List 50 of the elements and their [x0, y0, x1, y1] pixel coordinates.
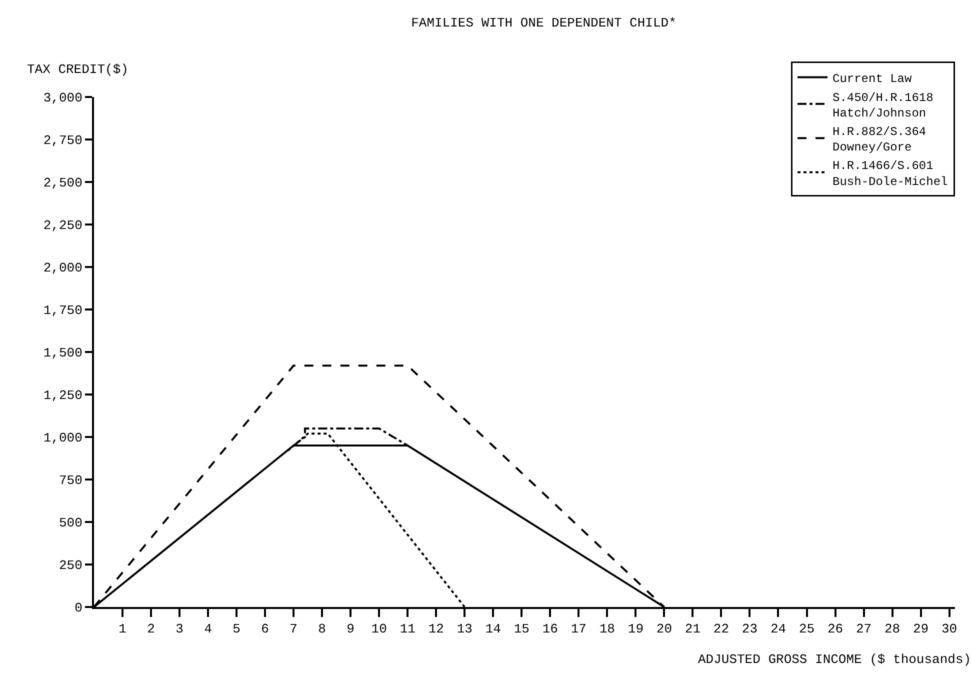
x-tick-label: 20: [656, 622, 672, 637]
y-tick-label: 2,500: [43, 176, 82, 191]
x-tick-label: 21: [684, 622, 701, 637]
x-tick-label: 26: [827, 622, 844, 637]
x-tick-label: 25: [798, 622, 815, 637]
x-tick-label: 9: [346, 622, 354, 637]
x-tick-label: 23: [742, 622, 758, 637]
x-axis-title: ADJUSTED GROSS INCOME ($ thousands): [698, 652, 971, 667]
x-tick-label: 29: [912, 622, 929, 637]
y-tick-label: 250: [58, 558, 82, 574]
x-tick-label: 30: [941, 622, 958, 637]
y-tick-label: 1,750: [43, 303, 82, 318]
y-tick-label: 750: [58, 473, 82, 488]
x-tick-label: 3: [176, 622, 184, 637]
x-tick-label: 2: [147, 622, 155, 637]
x-tick-label: 19: [628, 622, 644, 637]
x-tick-label: 22: [713, 622, 730, 637]
legend-label: H.R.882/S.364 Downey/Gore: [832, 124, 926, 155]
x-tick-label: 14: [485, 622, 502, 637]
x-tick-label: 13: [456, 622, 472, 637]
x-tick-label: 6: [261, 622, 269, 637]
x-tick-label: 5: [232, 622, 240, 637]
x-tick-label: 27: [856, 622, 872, 637]
x-tick-label: 1: [118, 622, 127, 637]
y-tick-label: 0: [74, 600, 82, 616]
legend-label: Current Law: [832, 72, 913, 86]
x-tick-label: 12: [428, 622, 444, 637]
y-tick-label: 1,000: [43, 430, 82, 446]
x-tick-label: 7: [290, 622, 298, 637]
y-tick-label: 3,000: [43, 90, 82, 106]
y-axis-title: TAX CREDIT($): [27, 62, 128, 77]
x-tick-label: 24: [770, 622, 786, 637]
chart-title: FAMILIES WITH ONE DEPENDENT CHILD*: [411, 15, 676, 30]
x-tick-label: 16: [542, 622, 558, 637]
y-tick-label: 1,500: [43, 346, 82, 361]
x-tick-label: 4: [204, 622, 212, 637]
x-tick-label: 28: [884, 622, 900, 637]
y-tick-label: 2,250: [43, 218, 82, 234]
x-tick-label: 17: [570, 622, 586, 637]
x-tick-label: 8: [318, 622, 326, 637]
y-tick-label: 500: [58, 516, 82, 531]
y-tick-label: 2,000: [43, 260, 82, 276]
y-tick-label: 2,750: [43, 133, 82, 148]
x-tick-label: 18: [599, 622, 615, 637]
legend-label: S.450/H.R.1618 Hatch/Johnson: [832, 90, 934, 120]
x-tick-label: 11: [400, 622, 416, 637]
x-tick-label: 15: [514, 622, 530, 637]
y-tick-label: 1,250: [43, 388, 82, 404]
legend-label: H.R.1466/S.601 Bush-Dole-Michel: [832, 159, 948, 189]
x-tick-label: 10: [371, 622, 387, 637]
